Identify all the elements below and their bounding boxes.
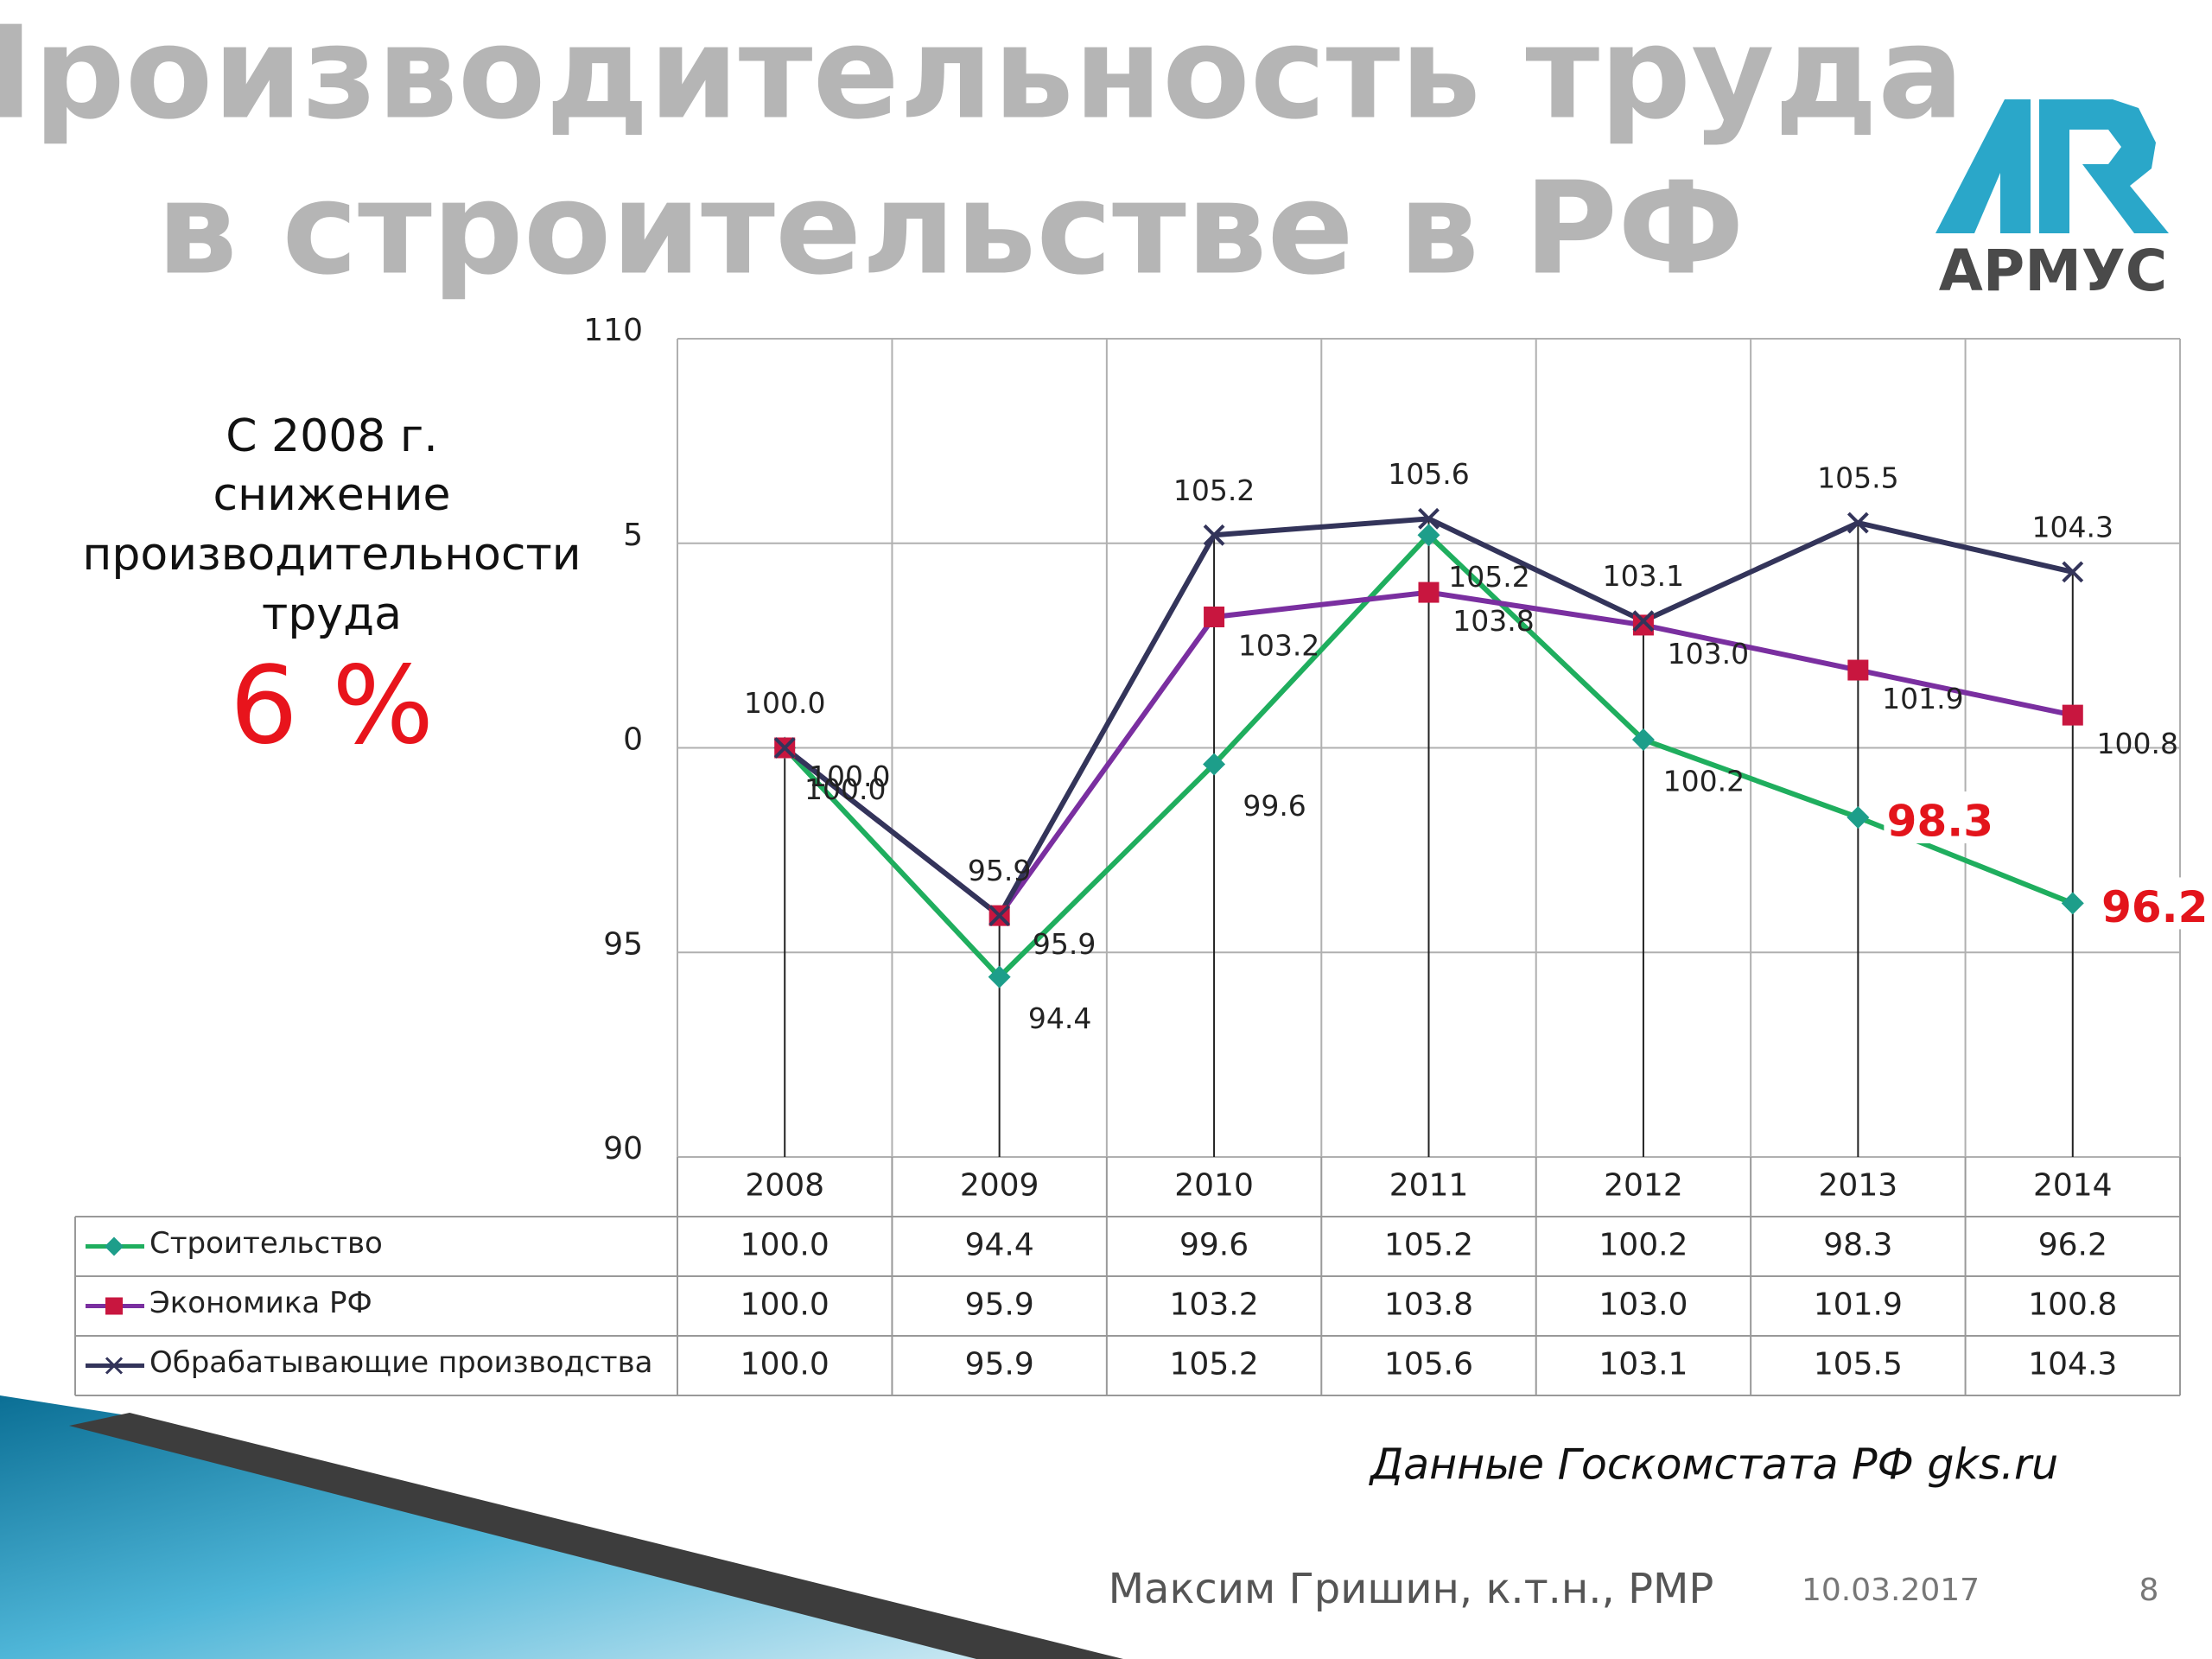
marker <box>773 737 796 759</box>
x-tick-label: 2012 <box>1604 1168 1683 1204</box>
y-tick-label: 95 <box>603 926 643 962</box>
table-cell: 103.2 <box>1170 1287 1259 1323</box>
legend-marker <box>105 1357 124 1375</box>
x-tick-label: 2008 <box>745 1168 824 1204</box>
marker <box>1847 512 1869 534</box>
footer-date: 10.03.2017 <box>1802 1573 1980 1608</box>
x-tick-label: 2010 <box>1174 1168 1254 1204</box>
table-cell: 99.6 <box>1179 1228 1249 1263</box>
data-label: 95.9 <box>968 854 1031 887</box>
data-label: 105.2 <box>1173 474 1255 507</box>
note-line: С 2008 г. <box>226 410 438 462</box>
table-cell: 105.2 <box>1384 1228 1473 1263</box>
data-label: 100.0 <box>744 686 825 720</box>
table-cell: 103.1 <box>1599 1347 1688 1382</box>
note-line: труда <box>262 588 402 640</box>
table-cell: 95.9 <box>965 1347 1034 1382</box>
data-label: 99.6 <box>1243 789 1306 823</box>
legend-label: Обрабатывающие производства <box>149 1345 652 1380</box>
footer-author: Максим Гришин, к.т.н., РМР <box>1109 1565 1714 1613</box>
marker <box>1203 753 1226 776</box>
table-cell: 100.0 <box>741 1287 830 1323</box>
data-label: 95.9 <box>1033 927 1096 961</box>
x-tick-label: 2009 <box>960 1168 1039 1204</box>
table-cell: 105.5 <box>1814 1347 1903 1382</box>
title-line: Производительность труда <box>0 0 1964 148</box>
table-cell: 100.0 <box>741 1347 830 1382</box>
data-label: 105.2 <box>1448 560 1529 594</box>
data-label: 100.8 <box>2097 727 2178 760</box>
table-cell: 103.0 <box>1599 1287 1688 1323</box>
logo-text: АРМУС <box>1939 238 2167 304</box>
note-value: 6 % <box>230 644 434 768</box>
label-background <box>2098 877 2211 930</box>
data-label: 101.9 <box>1882 682 1963 715</box>
y-tick-label: 90 <box>603 1131 643 1166</box>
marker <box>988 965 1011 988</box>
data-label: 100.2 <box>1663 765 1745 798</box>
marker <box>1847 805 1870 829</box>
table-cell: 100.2 <box>1599 1228 1688 1263</box>
label-background <box>1884 791 1997 843</box>
data-label: 103.1 <box>1603 559 1684 593</box>
marker <box>1417 524 1440 547</box>
title-line: в строительстве в РФ <box>156 155 1745 303</box>
data-label: 103.0 <box>1668 637 1749 671</box>
table-cell: 105.2 <box>1170 1347 1259 1382</box>
data-label: 100.0 <box>804 772 886 806</box>
data-label: 94.4 <box>1028 1001 1091 1035</box>
legend-marker <box>105 1297 123 1315</box>
note-line: снижение <box>213 469 450 521</box>
data-label: 96.2 <box>2101 882 2208 932</box>
marker <box>1632 614 1654 636</box>
marker <box>1847 659 1869 681</box>
y-tick-label: 0 <box>623 722 643 758</box>
x-tick-label: 2013 <box>1819 1168 1898 1204</box>
table-cell: 94.4 <box>965 1228 1034 1263</box>
data-label: 105.5 <box>1817 461 1898 495</box>
marker <box>2062 704 2083 726</box>
data-label: 104.3 <box>2032 510 2113 543</box>
data-label: 98.3 <box>1887 796 1993 846</box>
data-label: 103.2 <box>1238 628 1319 662</box>
data-label: 105.6 <box>1388 457 1469 491</box>
legend-label: Строительство <box>149 1226 383 1261</box>
table-cell: 104.3 <box>2028 1347 2117 1382</box>
marker <box>1631 728 1655 752</box>
data-label: 100.0 <box>809 760 890 793</box>
page-number: 8 <box>2139 1573 2159 1608</box>
table-cell: 96.2 <box>2038 1228 2107 1263</box>
table-cell: 105.6 <box>1384 1347 1473 1382</box>
x-tick-label: 2011 <box>1389 1168 1469 1204</box>
marker <box>988 905 1011 927</box>
legend-marker <box>105 1236 124 1256</box>
table-cell: 100.0 <box>741 1228 830 1263</box>
table-cell: 98.3 <box>1823 1228 1892 1263</box>
marker <box>2062 561 2084 583</box>
table-cell: 95.9 <box>965 1287 1034 1323</box>
corner-stripe <box>69 1413 1123 1659</box>
table-cell: 100.8 <box>2028 1287 2117 1323</box>
logo-mark <box>1936 99 2169 233</box>
x-tick-label: 2014 <box>2033 1168 2113 1204</box>
marker <box>1203 524 1225 546</box>
marker <box>2061 892 2084 915</box>
y-tick-label: 5 <box>623 518 643 553</box>
table-cell: 101.9 <box>1814 1287 1903 1323</box>
marker <box>1632 610 1655 632</box>
source: Данные Госкомстата РФ gks.ru <box>1369 1440 2058 1490</box>
legend-label: Экономика РФ <box>149 1286 372 1320</box>
table-cell: 103.8 <box>1384 1287 1473 1323</box>
marker <box>1204 606 1225 627</box>
data-label: 103.8 <box>1452 604 1534 638</box>
marker <box>1418 582 1440 603</box>
note-line: производительности <box>82 529 581 581</box>
y-tick-label: 110 <box>583 313 643 348</box>
marker <box>1418 507 1440 530</box>
